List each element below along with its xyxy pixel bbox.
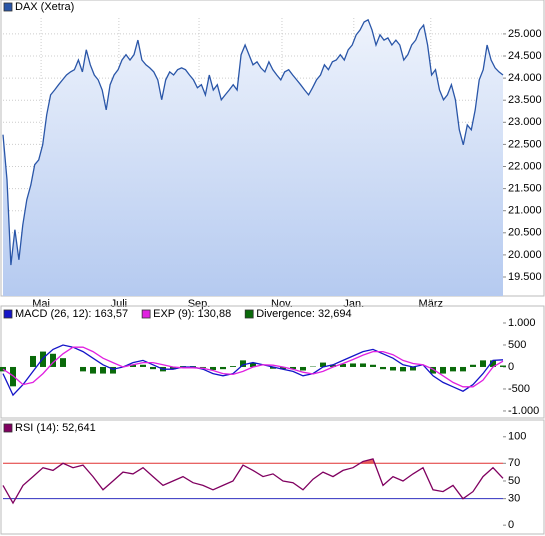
bar [320, 362, 326, 367]
y-tick-label: 19.500 [508, 271, 542, 283]
y-tick-label: 21.000 [508, 205, 542, 217]
y-tick-label: 20.500 [508, 227, 542, 239]
y-tick-label: -500 [508, 383, 530, 395]
bar [90, 366, 96, 374]
legend-label: RSI (14): 52,641 [15, 422, 96, 434]
legend-swatch [141, 309, 151, 319]
legend-swatch [3, 2, 13, 12]
bar [60, 358, 66, 367]
bar [340, 363, 346, 367]
legend-label: Divergence: 32,694 [256, 308, 351, 320]
x-tick-label: Nov. [271, 298, 293, 310]
y-tick-label: 0 [508, 519, 514, 531]
y-tick-label: 21.500 [508, 183, 542, 195]
legend-swatch [3, 423, 13, 433]
legend-label: EXP (9): 130,88 [153, 308, 231, 320]
bar [80, 366, 86, 372]
bar [270, 366, 276, 369]
y-tick-label: 100 [508, 431, 526, 443]
y-tick-label: -1.000 [508, 405, 539, 417]
y-tick-label: 1.000 [508, 317, 536, 329]
bar [50, 353, 56, 367]
bar [410, 366, 416, 371]
y-tick-label: 23.500 [508, 94, 542, 106]
line [2, 458, 504, 505]
panel-frame [0, 419, 545, 535]
bar [220, 366, 226, 370]
bar [200, 366, 206, 368]
y-tick-label: 30 [508, 493, 520, 505]
y-tick-label: 23.000 [508, 116, 542, 128]
bar [470, 364, 476, 367]
line [2, 18, 504, 266]
legend-label: DAX (Xetra) [15, 1, 74, 13]
bar [500, 365, 506, 367]
x-tick-label: Sep. [188, 298, 211, 310]
bar [100, 366, 106, 374]
bar [480, 360, 486, 367]
bar [390, 366, 396, 371]
bar [230, 366, 236, 367]
line [2, 344, 504, 397]
y-tick-label: 0 [508, 361, 514, 373]
bar [450, 366, 456, 372]
overbought-fill [3, 458, 503, 464]
panel-frame [0, 305, 545, 419]
y-tick-label: 25.000 [508, 28, 542, 40]
bar [250, 362, 256, 367]
legend-swatch [3, 309, 13, 319]
bar [350, 363, 356, 367]
y-tick-label: 20.000 [508, 249, 542, 261]
bar [280, 366, 286, 370]
line [2, 346, 504, 388]
bar [460, 366, 466, 372]
x-tick-label: Juli [111, 298, 128, 310]
bar [150, 366, 156, 370]
area [3, 19, 503, 297]
bar [290, 366, 296, 370]
bar [210, 366, 216, 371]
bar [490, 360, 496, 367]
bar [300, 366, 306, 371]
bar [170, 366, 176, 370]
y-tick-label: 22.000 [508, 160, 542, 172]
bar [400, 366, 406, 372]
bar [330, 364, 336, 367]
bar [380, 366, 386, 370]
y-tick-label: 24.500 [508, 50, 542, 62]
bar [0, 366, 6, 372]
x-tick-label: Mai [32, 298, 50, 310]
x-tick-label: Jan. [343, 298, 364, 310]
x-tick-label: März [419, 298, 443, 310]
y-tick-label: 50 [508, 475, 520, 487]
bar [430, 366, 436, 374]
y-tick-label: 24.000 [508, 72, 542, 84]
legend-swatch [244, 309, 254, 319]
bar [130, 364, 136, 367]
bar [140, 364, 146, 367]
bar [360, 363, 366, 367]
bar [440, 366, 446, 374]
bar [30, 355, 36, 367]
y-tick-label: 500 [508, 339, 526, 351]
bar [240, 360, 246, 367]
y-tick-label: 70 [508, 457, 520, 469]
y-tick-label: 22.500 [508, 138, 542, 150]
legend-label: MACD (26, 12): 163,57 [15, 308, 128, 320]
bar [110, 366, 116, 374]
bar [370, 364, 376, 367]
